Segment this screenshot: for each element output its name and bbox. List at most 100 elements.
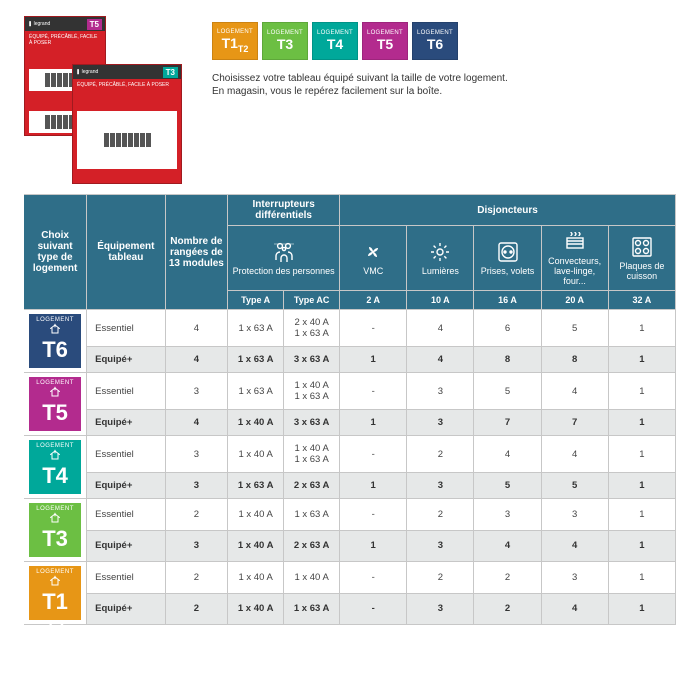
logement-tiles: LOGEMENTT1T2LOGEMENTT3LOGEMENTT4LOGEMENT…: [212, 22, 676, 60]
table-cell: 1 x 63 A: [228, 347, 284, 373]
comparison-table: Choix suivant type de logement Équipemen…: [24, 194, 676, 625]
table-cell: 2: [474, 562, 541, 594]
description-text: Choisissez votre tableau équipé suivant …: [212, 72, 512, 98]
table-cell: 1 x 63 A: [228, 473, 284, 499]
table-cell: Equipé+: [87, 530, 165, 562]
table-cell: Equipé+: [87, 347, 165, 373]
table-cell: 1 x 63 A: [284, 593, 340, 625]
table-cell: 2 x 63 A: [284, 473, 340, 499]
table-cell: 1: [608, 473, 675, 499]
table-cell: 4: [165, 410, 228, 436]
table-cell: 1 x 40 A1 x 63 A: [284, 436, 340, 473]
table-cell: 2 x 40 A1 x 63 A: [284, 310, 340, 347]
logement-cell-T6: LOGEMENTT6: [24, 310, 87, 373]
th-amp-32: 32 A: [608, 291, 675, 310]
table-cell: 2: [165, 499, 228, 531]
table-cell: 3: [165, 436, 228, 473]
table-cell: 1 x 40 A: [284, 562, 340, 594]
table-cell: 3: [407, 410, 474, 436]
table-cell: 8: [474, 347, 541, 373]
table-cell: 3: [165, 373, 228, 410]
th-type-ac: Type AC: [284, 291, 340, 310]
table-cell: 1: [608, 410, 675, 436]
table-cell: 2: [407, 562, 474, 594]
table-cell: Equipé+: [87, 410, 165, 436]
table-cell: 3: [407, 530, 474, 562]
table-cell: Equipé+: [87, 473, 165, 499]
table-cell: 7: [474, 410, 541, 436]
table-cell: 1: [340, 410, 407, 436]
table-cell: Equipé+: [87, 593, 165, 625]
table-cell: 7: [541, 410, 608, 436]
table-cell: 1: [340, 473, 407, 499]
tile-T5: LOGEMENTT5: [362, 22, 408, 60]
table-cell: 3 x 63 A: [284, 410, 340, 436]
logement-cell-T4: LOGEMENTT4: [24, 436, 87, 499]
table-cell: 2: [407, 499, 474, 531]
table-cell: 1: [608, 562, 675, 594]
th-disjoncteurs: Disjoncteurs: [340, 195, 676, 226]
table-cell: Essentiel: [87, 436, 165, 473]
table-cell: Essentiel: [87, 499, 165, 531]
table-cell: 3: [407, 593, 474, 625]
th-amp-10: 10 A: [407, 291, 474, 310]
table-cell: 1: [608, 530, 675, 562]
th-equipement: Équipement tableau: [87, 195, 165, 310]
table-cell: 1: [608, 436, 675, 473]
table-cell: 4: [474, 530, 541, 562]
table-cell: 4: [541, 530, 608, 562]
th-lumieres: Lumières: [407, 226, 474, 291]
th-amp-2: 2 A: [340, 291, 407, 310]
table-cell: 1 x 40 A: [228, 436, 284, 473]
logement-cell-T5: LOGEMENTT5: [24, 373, 87, 436]
logement-cell-T3: LOGEMENTT3: [24, 499, 87, 562]
table-cell: 3: [407, 473, 474, 499]
table-cell: 6: [474, 310, 541, 347]
table-cell: 3: [407, 373, 474, 410]
table-cell: 1: [608, 347, 675, 373]
product-box-image: ❚ legrandT5 ÉQUIPÉ, PRÉCÂBLÉ, FACILE À P…: [24, 16, 194, 186]
table-cell: 3 x 63 A: [284, 347, 340, 373]
table-cell: 5: [474, 373, 541, 410]
table-cell: 4: [407, 347, 474, 373]
th-choix: Choix suivant type de logement: [24, 195, 87, 310]
th-amp-16: 16 A: [474, 291, 541, 310]
table-cell: 1: [608, 593, 675, 625]
th-plaques: Plaques de cuisson: [608, 226, 675, 291]
table-cell: -: [340, 373, 407, 410]
table-cell: Essentiel: [87, 310, 165, 347]
table-cell: 3: [474, 499, 541, 531]
table-cell: Essentiel: [87, 373, 165, 410]
table-cell: 8: [541, 347, 608, 373]
table-cell: 1: [340, 530, 407, 562]
table-cell: -: [340, 499, 407, 531]
table-cell: 1 x 63 A: [284, 499, 340, 531]
table-cell: 3: [165, 473, 228, 499]
table-cell: 2: [165, 562, 228, 594]
tile-T6: LOGEMENTT6: [412, 22, 458, 60]
table-cell: 3: [541, 499, 608, 531]
th-nb: Nombre de rangées de 13 modules: [165, 195, 228, 310]
table-cell: 1 x 40 A: [228, 499, 284, 531]
table-cell: 1: [608, 310, 675, 347]
table-cell: 5: [474, 473, 541, 499]
table-cell: 5: [541, 473, 608, 499]
th-prises: Prises, volets: [474, 226, 541, 291]
table-cell: 2: [407, 436, 474, 473]
tile-T1T2: LOGEMENTT1T2: [212, 22, 258, 60]
table-cell: -: [340, 310, 407, 347]
table-cell: 1 x 63 A: [228, 310, 284, 347]
th-type-a: Type A: [228, 291, 284, 310]
tile-T4: LOGEMENTT4: [312, 22, 358, 60]
table-cell: 4: [474, 436, 541, 473]
tile-T3: LOGEMENTT3: [262, 22, 308, 60]
table-cell: 2: [165, 593, 228, 625]
table-cell: 4: [541, 593, 608, 625]
table-cell: 2 x 63 A: [284, 530, 340, 562]
th-protection: Protection des personnes: [228, 226, 340, 291]
th-interrupteurs: Interrupteurs différentiels: [228, 195, 340, 226]
table-cell: -: [340, 593, 407, 625]
table-cell: 4: [407, 310, 474, 347]
table-cell: 2: [474, 593, 541, 625]
table-cell: 1: [608, 373, 675, 410]
